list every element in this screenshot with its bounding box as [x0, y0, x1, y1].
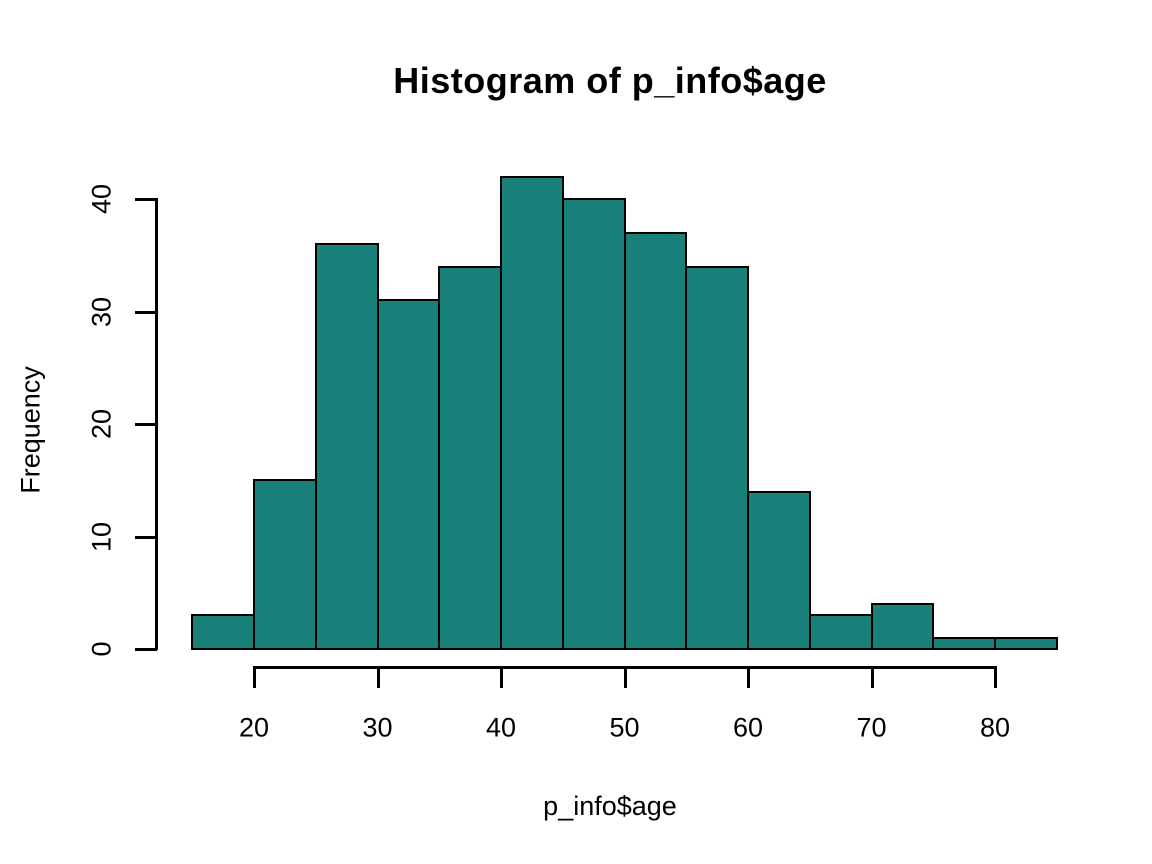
x-tick [253, 666, 256, 688]
histogram-bar [438, 265, 502, 650]
y-tick [135, 423, 157, 426]
histogram-bar [561, 198, 626, 650]
y-tick [135, 198, 157, 201]
x-tick [623, 666, 627, 688]
x-tick-label: 70 [856, 712, 887, 743]
histogram-bar [191, 614, 255, 650]
histogram-bar [808, 614, 873, 650]
x-tick [994, 666, 997, 688]
y-tick [135, 535, 157, 539]
y-tick-label: 20 [86, 408, 117, 440]
y-axis-label: Frequency [15, 366, 46, 494]
x-tick-label: 50 [609, 712, 640, 743]
y-tick-label: 0 [86, 641, 117, 657]
y-tick-label: 30 [86, 296, 117, 327]
x-tick [747, 666, 750, 688]
histogram-bar [747, 490, 811, 650]
x-tick-label: 30 [362, 712, 393, 743]
chart-title: Histogram of p_info$age [393, 60, 827, 101]
histogram-bar [685, 265, 749, 650]
x-tick-label: 40 [485, 712, 517, 743]
histogram-bar [314, 243, 379, 650]
histogram-bar [932, 636, 996, 650]
x-tick [500, 666, 503, 688]
histogram-bar [623, 231, 688, 650]
y-tick [135, 310, 157, 314]
histogram-bar [500, 175, 564, 650]
x-tick-label: 60 [732, 712, 764, 743]
y-tick-label: 10 [86, 521, 117, 552]
x-tick-label: 20 [238, 712, 270, 743]
histogram-bar [253, 479, 317, 650]
x-tick [870, 666, 874, 688]
histogram-bar [870, 603, 935, 650]
x-tick [376, 666, 380, 688]
y-tick [135, 648, 157, 651]
histogram-bar [994, 636, 1058, 650]
x-axis-label: p_info$age [543, 791, 677, 821]
x-tick-label: 80 [979, 712, 1011, 743]
y-tick-label: 40 [86, 183, 117, 215]
histogram-bar [376, 299, 441, 650]
